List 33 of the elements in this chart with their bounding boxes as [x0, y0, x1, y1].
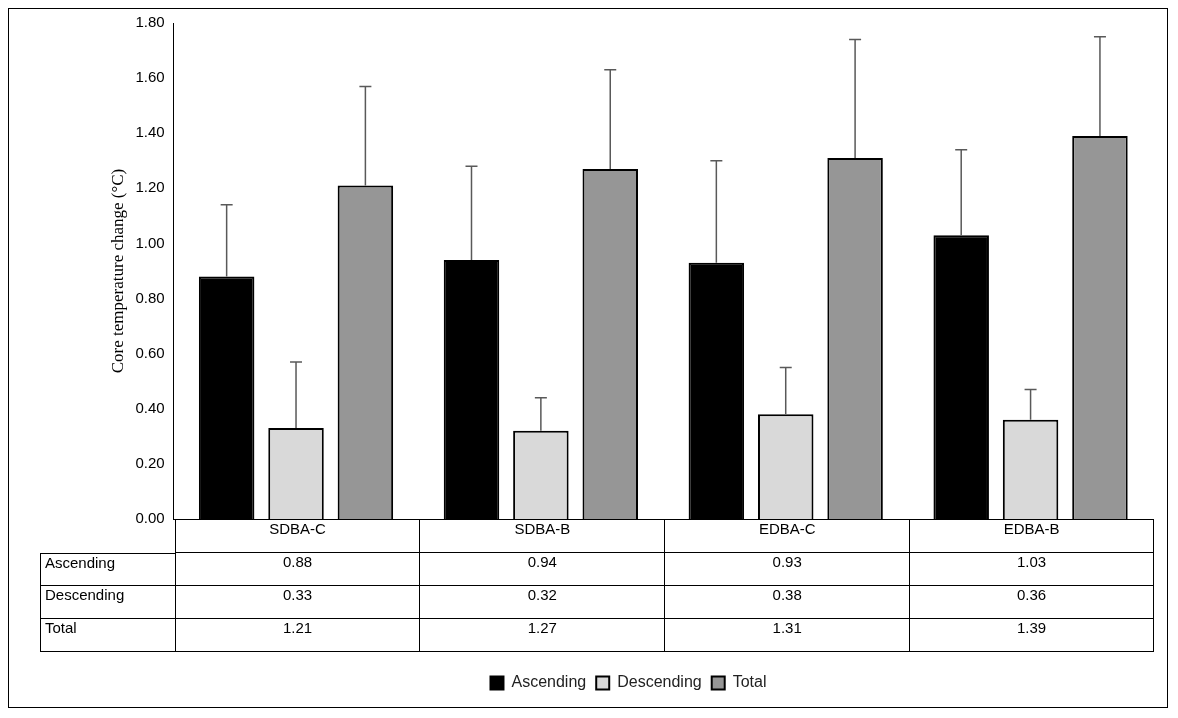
data-label: 0.94	[527, 553, 557, 570]
y-tick-label: 0.00	[135, 509, 165, 527]
text: Ascending	[511, 673, 587, 691]
data-label: 0.33	[282, 586, 313, 603]
y-tick-label: 1.40	[135, 123, 165, 141]
text: Descending	[45, 586, 125, 603]
x-tick-label: SDBA-C	[269, 520, 326, 537]
y-tick-label: 1.00	[135, 233, 165, 251]
y-axis-title: Core temperature change (°C)	[107, 168, 127, 374]
data-label: 1.21	[282, 619, 313, 636]
data-label: 1.03	[1016, 553, 1047, 570]
data-label: 1.31	[772, 619, 802, 636]
data-label: 0.93	[772, 553, 802, 570]
x-tick-label: EDBA-C	[758, 520, 816, 537]
y-tick-label: 0.80	[135, 288, 165, 306]
text: Total	[45, 619, 77, 636]
x-tick-label: SDBA-B	[514, 520, 571, 537]
legend-label: Total	[732, 673, 767, 691]
data-label: 0.38	[772, 586, 802, 603]
y-tick-label: 1.20	[135, 178, 165, 196]
y-tick-label: 0.40	[135, 398, 165, 416]
legend-label: Ascending	[45, 554, 116, 571]
y-tick-label: 0.20	[135, 454, 165, 472]
data-label: 1.39	[1016, 619, 1047, 636]
y-tick-label: 1.60	[135, 68, 165, 86]
legend-label: Descending	[617, 673, 702, 691]
y-tick-label: 1.80	[135, 13, 165, 31]
data-label: 0.36	[1016, 586, 1047, 603]
data-label: 1.27	[527, 619, 557, 636]
data-label: 0.88	[282, 553, 313, 570]
x-tick-label: EDBA-B	[1003, 520, 1060, 537]
y-tick-label: 0.60	[135, 343, 165, 361]
data-label: 0.32	[527, 586, 557, 603]
